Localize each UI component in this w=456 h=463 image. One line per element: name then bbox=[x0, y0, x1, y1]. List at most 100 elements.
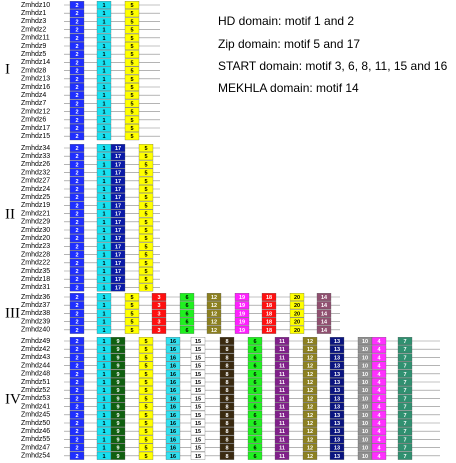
motif-label: 7 bbox=[403, 396, 406, 402]
motif-label: 5 bbox=[144, 187, 147, 193]
motif-label: 7 bbox=[403, 388, 406, 394]
motif-box bbox=[138, 234, 154, 243]
motif-box bbox=[179, 293, 195, 301]
motif-label: 1 bbox=[102, 429, 105, 435]
motif-box bbox=[165, 451, 181, 460]
motif-label: 7 bbox=[403, 413, 406, 419]
motif-label: 5 bbox=[144, 261, 147, 267]
motif-label: 1 bbox=[102, 372, 105, 378]
motif-label: 13 bbox=[334, 446, 340, 452]
motif-box bbox=[179, 301, 195, 310]
motif-box bbox=[274, 353, 290, 362]
motif-box bbox=[124, 99, 140, 108]
motif-label: 1 bbox=[102, 162, 105, 168]
motif-box bbox=[397, 419, 413, 427]
motif-label: 1 bbox=[102, 253, 105, 259]
motif-label: 17 bbox=[115, 171, 121, 177]
motif-box bbox=[96, 301, 112, 310]
motif-box bbox=[206, 325, 222, 334]
motif-label: 12 bbox=[307, 413, 313, 419]
motif-label: 13 bbox=[334, 429, 340, 435]
motif-label: 2 bbox=[75, 85, 78, 91]
motif-label: 1 bbox=[102, 118, 105, 124]
motif-box bbox=[96, 317, 112, 326]
motif-box bbox=[69, 132, 85, 141]
motif-label: 9 bbox=[116, 380, 119, 386]
motif-box bbox=[69, 152, 85, 161]
motif-label: 4 bbox=[377, 396, 381, 402]
motif-label: 10 bbox=[362, 339, 368, 345]
motif-label: 16 bbox=[170, 454, 176, 460]
motif-box bbox=[69, 193, 85, 202]
motif-label: 10 bbox=[362, 388, 368, 394]
motif-box bbox=[124, 58, 140, 67]
motif-label: 16 bbox=[170, 364, 176, 370]
motif-box bbox=[110, 193, 126, 202]
motif-label: 1 bbox=[102, 146, 105, 152]
motif-box bbox=[397, 427, 413, 436]
motif-box bbox=[138, 201, 154, 210]
motif-box bbox=[110, 152, 126, 161]
motif-label: 15 bbox=[195, 396, 201, 402]
motif-box bbox=[138, 394, 154, 403]
motif-label: 9 bbox=[116, 437, 119, 443]
gene-name: Zmhdz10 bbox=[21, 2, 50, 9]
motif-label: 5 bbox=[144, 269, 147, 275]
motif-label: 2 bbox=[75, 203, 78, 209]
motif-box bbox=[138, 185, 154, 193]
motif-label: 7 bbox=[403, 421, 406, 427]
motif-box bbox=[397, 378, 413, 386]
motif-box bbox=[151, 317, 167, 326]
motif-label: 11 bbox=[279, 355, 285, 361]
motif-box bbox=[234, 309, 250, 318]
motif-box bbox=[110, 443, 126, 452]
motif-label: 4 bbox=[377, 413, 381, 419]
gene-name: Zmhdz24 bbox=[21, 186, 50, 193]
motif-label: 9 bbox=[116, 454, 119, 460]
motif-box bbox=[179, 309, 195, 318]
motif-label: 2 bbox=[75, 220, 78, 226]
motif-box bbox=[124, 132, 140, 141]
motif-box bbox=[96, 309, 112, 318]
motif-box bbox=[274, 345, 290, 354]
motif-box bbox=[69, 258, 85, 267]
motif-box bbox=[247, 435, 263, 444]
motif-label: 2 bbox=[75, 19, 78, 25]
motif-label: 2 bbox=[75, 303, 78, 309]
motif-box bbox=[124, 74, 140, 83]
gene-name: Zmhdz47 bbox=[21, 444, 50, 451]
motif-box bbox=[247, 394, 263, 403]
motif-label: 17 bbox=[115, 187, 121, 193]
gene-name: Zmhdz54 bbox=[21, 453, 50, 460]
motif-label: 2 bbox=[75, 236, 78, 242]
motif-box bbox=[138, 443, 154, 452]
motif-box bbox=[151, 293, 167, 301]
motif-label: 18 bbox=[266, 295, 272, 301]
motif-label: 19 bbox=[239, 303, 245, 309]
motif-label: 9 bbox=[116, 413, 119, 419]
motif-box bbox=[69, 369, 85, 378]
motif-label: 5 bbox=[130, 19, 133, 25]
motif-label: 15 bbox=[195, 355, 201, 361]
gene-name: Zmhdz4 bbox=[21, 92, 46, 99]
motif-box bbox=[110, 410, 126, 419]
motif-box bbox=[206, 317, 222, 326]
motif-box bbox=[329, 451, 345, 460]
motif-label: 5 bbox=[130, 60, 133, 66]
motif-box bbox=[138, 242, 154, 251]
gene-name: Zmhdz22 bbox=[21, 260, 50, 267]
motif-label: 8 bbox=[225, 380, 228, 386]
motif-label: 10 bbox=[362, 380, 368, 386]
motif-label: 1 bbox=[102, 126, 105, 132]
motif-box bbox=[138, 283, 154, 292]
gene-name: Zmhdz51 bbox=[21, 379, 50, 386]
motif-box bbox=[274, 435, 290, 444]
motif-box bbox=[165, 394, 181, 403]
motif-box bbox=[124, 83, 140, 91]
motif-label: 15 bbox=[195, 347, 201, 353]
motif-label: 2 bbox=[75, 69, 78, 75]
gene-name: Zmhdz25 bbox=[21, 194, 50, 201]
motif-box bbox=[96, 17, 112, 26]
motif-label: 2 bbox=[75, 134, 78, 140]
motif-box bbox=[397, 443, 413, 452]
